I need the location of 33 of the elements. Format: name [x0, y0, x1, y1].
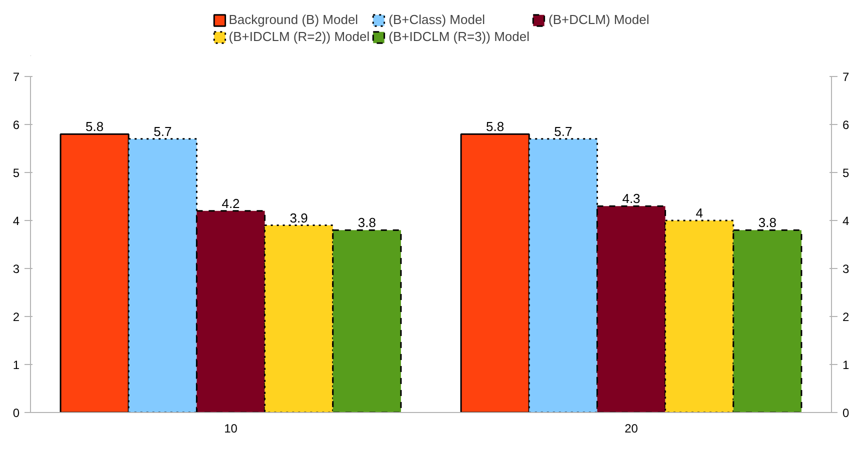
y2-tick-label: 3 [842, 262, 850, 276]
data-label: 5.8 [486, 119, 504, 134]
y-tick-label: 6 [12, 118, 20, 132]
data-label: 4.3 [622, 191, 640, 206]
data-label: 5.7 [154, 124, 172, 139]
y-tick-label: 4 [12, 214, 20, 228]
y-tick-label: 5 [12, 166, 20, 180]
y2-tick-label: 4 [842, 214, 850, 228]
data-label: 3.9 [290, 210, 308, 226]
legend-label: (B+IDCLM (R=2)) Model [228, 29, 370, 44]
y-tick-label: 1 [12, 358, 20, 372]
data-label: 4.2 [222, 196, 240, 211]
y-tick-label: 3 [12, 262, 20, 276]
data-label: 4 [696, 206, 703, 220]
data-label: 3.8 [758, 215, 776, 230]
y-tick-label: 2 [12, 310, 20, 324]
y2-tick-label: 5 [842, 166, 850, 180]
legend-label: Background (B) Model [228, 12, 358, 27]
y2-tick-label: 7 [842, 70, 850, 84]
y2-tick-label: 6 [842, 118, 850, 132]
data-label: 5.7 [554, 124, 572, 139]
x-tick-label: 20 [624, 422, 638, 436]
legend-label: (B+IDCLM (R=3)) Model [388, 29, 530, 44]
data-label: 3.8 [358, 215, 376, 230]
x-tick-label: 10 [224, 422, 238, 436]
y2-tick-label: 0 [842, 406, 850, 420]
y-tick-label: 0 [12, 406, 20, 420]
y2-tick-label: 1 [842, 358, 850, 372]
legend-label: (B+Class) Model [388, 12, 486, 27]
y-tick-label: 7 [12, 70, 20, 84]
y2-tick-label: 2 [842, 310, 850, 324]
data-label: 5.8 [86, 119, 104, 134]
legend-label: (B+DCLM) Model [548, 12, 650, 27]
